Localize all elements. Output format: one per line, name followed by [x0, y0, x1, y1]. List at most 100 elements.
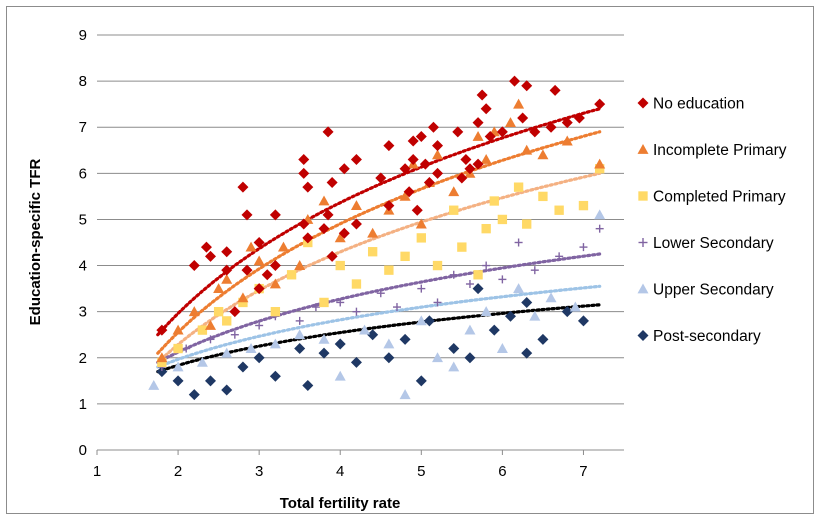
- data-point: [545, 121, 557, 133]
- data-point: [335, 260, 345, 271]
- data-point: [269, 278, 281, 289]
- data-point: [294, 343, 306, 355]
- data-point: [416, 233, 426, 243]
- data-point: [245, 343, 257, 353]
- data-point: [573, 112, 585, 124]
- data-point: [400, 251, 410, 262]
- data-point: [415, 130, 427, 142]
- data-point: [415, 315, 427, 326]
- data-point: [230, 330, 239, 339]
- data-point: [172, 375, 184, 387]
- data-point: [529, 126, 541, 138]
- data-point: [318, 195, 330, 206]
- x-tick-label: 7: [579, 463, 587, 480]
- data-point: [326, 250, 338, 262]
- data-point: [326, 177, 338, 189]
- data-point: [529, 310, 541, 321]
- data-point: [432, 149, 444, 160]
- data-point: [350, 154, 362, 165]
- data-point: [383, 200, 395, 212]
- x-tick-label: 4: [336, 463, 344, 480]
- y-tick-label: 3: [79, 304, 87, 321]
- data-point: [472, 158, 484, 170]
- data-point: [359, 324, 371, 335]
- data-point: [457, 242, 467, 252]
- data-point: [253, 237, 265, 248]
- data-point: [269, 209, 281, 221]
- data-point: [253, 255, 265, 266]
- data-point: [481, 223, 491, 234]
- data-point: [206, 335, 215, 344]
- legend-marker: [637, 283, 649, 294]
- data-point: [336, 298, 345, 307]
- data-point: [269, 260, 281, 272]
- data-point: [561, 117, 573, 129]
- trendline: [156, 284, 602, 369]
- y-tick-label: 6: [79, 165, 87, 182]
- data-point: [188, 260, 200, 272]
- data-point: [497, 214, 508, 225]
- data-point: [237, 181, 249, 193]
- data-point: [334, 232, 346, 243]
- data-point: [399, 190, 411, 201]
- legend-marker: [637, 144, 649, 154]
- data-point: [238, 297, 248, 308]
- data-point: [504, 117, 516, 128]
- data-point: [322, 209, 334, 221]
- chart-frame: [6, 6, 814, 514]
- data-point: [411, 204, 423, 216]
- data-point: [383, 140, 395, 152]
- data-point: [569, 301, 581, 312]
- data-point: [221, 384, 233, 396]
- data-point: [298, 154, 310, 165]
- data-point: [448, 343, 460, 355]
- y-axis-title: Education-specific TFR: [27, 158, 44, 325]
- data-point: [464, 163, 476, 175]
- data-point: [432, 260, 443, 271]
- trendlines: [156, 107, 602, 374]
- data-point: [448, 186, 460, 197]
- data-point: [196, 356, 208, 367]
- data-point: [513, 98, 525, 109]
- data-point: [417, 284, 426, 293]
- y-tick-label: 5: [79, 211, 87, 228]
- data-point: [448, 361, 460, 372]
- data-point: [517, 112, 529, 124]
- data-point: [521, 347, 533, 359]
- data-point: [277, 241, 289, 252]
- data-point: [472, 283, 484, 295]
- axes: [96, 449, 624, 455]
- x-tick-label: 2: [174, 463, 182, 480]
- data-point: [464, 324, 476, 335]
- trendline: [156, 107, 602, 337]
- data-point: [205, 250, 217, 262]
- data-point: [319, 297, 329, 308]
- data-point: [496, 343, 508, 353]
- data-point: [156, 352, 168, 363]
- data-point: [473, 270, 483, 280]
- data-point: [399, 163, 411, 175]
- data-point: [521, 80, 533, 92]
- data-point: [221, 273, 233, 284]
- data-point: [561, 306, 573, 318]
- data-point: [392, 303, 401, 312]
- x-axis-title: Total fertility rate: [280, 495, 401, 512]
- y-tick-label: 1: [79, 396, 87, 413]
- data-point: [579, 243, 588, 252]
- data-point: [432, 140, 444, 152]
- data-point: [484, 130, 496, 142]
- data-point: [241, 264, 253, 276]
- data-point: [295, 316, 304, 325]
- data-point: [255, 321, 264, 330]
- data-point: [205, 320, 217, 330]
- data-point: [294, 260, 306, 270]
- x-tick-label: 5: [417, 463, 425, 480]
- legend-label: Lower Secondary: [653, 235, 774, 252]
- data-point: [302, 181, 314, 193]
- data-point: [419, 158, 431, 170]
- data-point: [237, 361, 249, 373]
- data-point: [376, 289, 385, 298]
- data-point: [504, 310, 516, 322]
- legend: No education Incomplete Primary Completed …: [637, 96, 787, 345]
